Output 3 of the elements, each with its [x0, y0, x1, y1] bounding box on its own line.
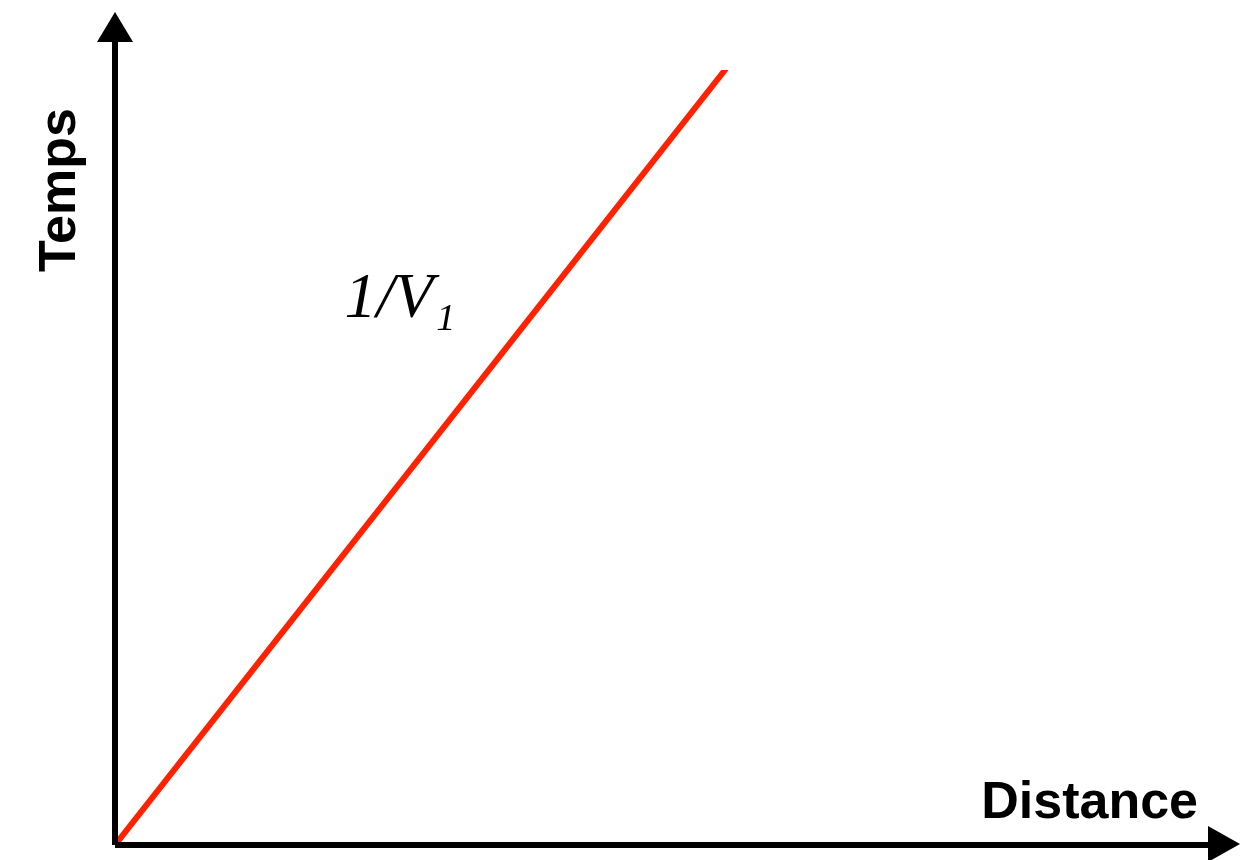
annotation: 1/V₁	[344, 259, 456, 331]
y-axis-title: Temps	[28, 108, 86, 272]
x-axis-title: Distance	[981, 771, 1198, 829]
